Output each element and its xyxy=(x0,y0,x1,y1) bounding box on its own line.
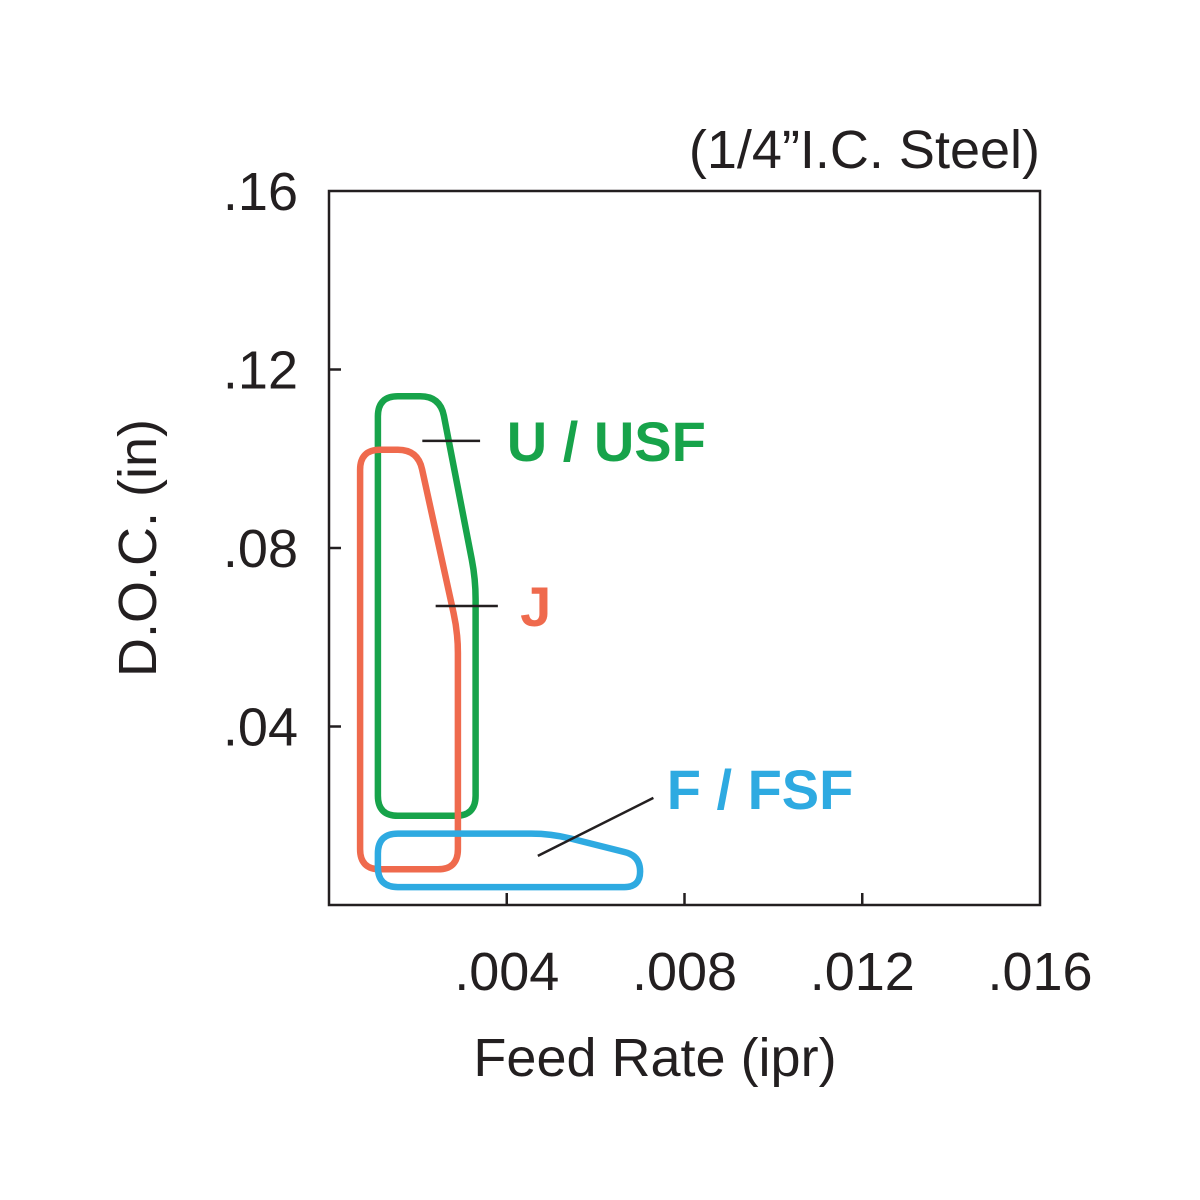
region-u-usf xyxy=(374,393,479,820)
region-f-fsf xyxy=(374,830,644,891)
region-label-j: J xyxy=(520,575,551,638)
plot-area: U / USF J F / FSF xyxy=(327,189,1042,907)
x-tick-label: .016 xyxy=(987,942,1092,1002)
x-tick-label: .008 xyxy=(632,942,737,1002)
x-axis: .004 .008 .012 .016 xyxy=(454,893,1093,1002)
y-tick-label: .04 xyxy=(223,698,298,758)
y-axis-title: D.O.C. (in) xyxy=(108,419,168,677)
y-axis: .04 .08 .12 .16 xyxy=(223,162,341,758)
chart-subtitle: (1/4”I.C. Steel) xyxy=(689,120,1040,180)
region-label-u-usf: U / USF xyxy=(507,410,706,473)
y-tick-label: .16 xyxy=(223,162,298,222)
x-tick-label: .012 xyxy=(810,942,915,1002)
region-label-f-fsf: F / FSF xyxy=(667,758,854,821)
regions: U / USF J F / FSF xyxy=(356,393,854,891)
x-tick-label: .004 xyxy=(454,942,559,1002)
y-tick-label: .08 xyxy=(223,519,298,579)
y-tick-label: .12 xyxy=(223,341,298,401)
x-axis-title: Feed Rate (ipr) xyxy=(473,1028,836,1088)
leader-line-f-fsf xyxy=(537,796,654,858)
